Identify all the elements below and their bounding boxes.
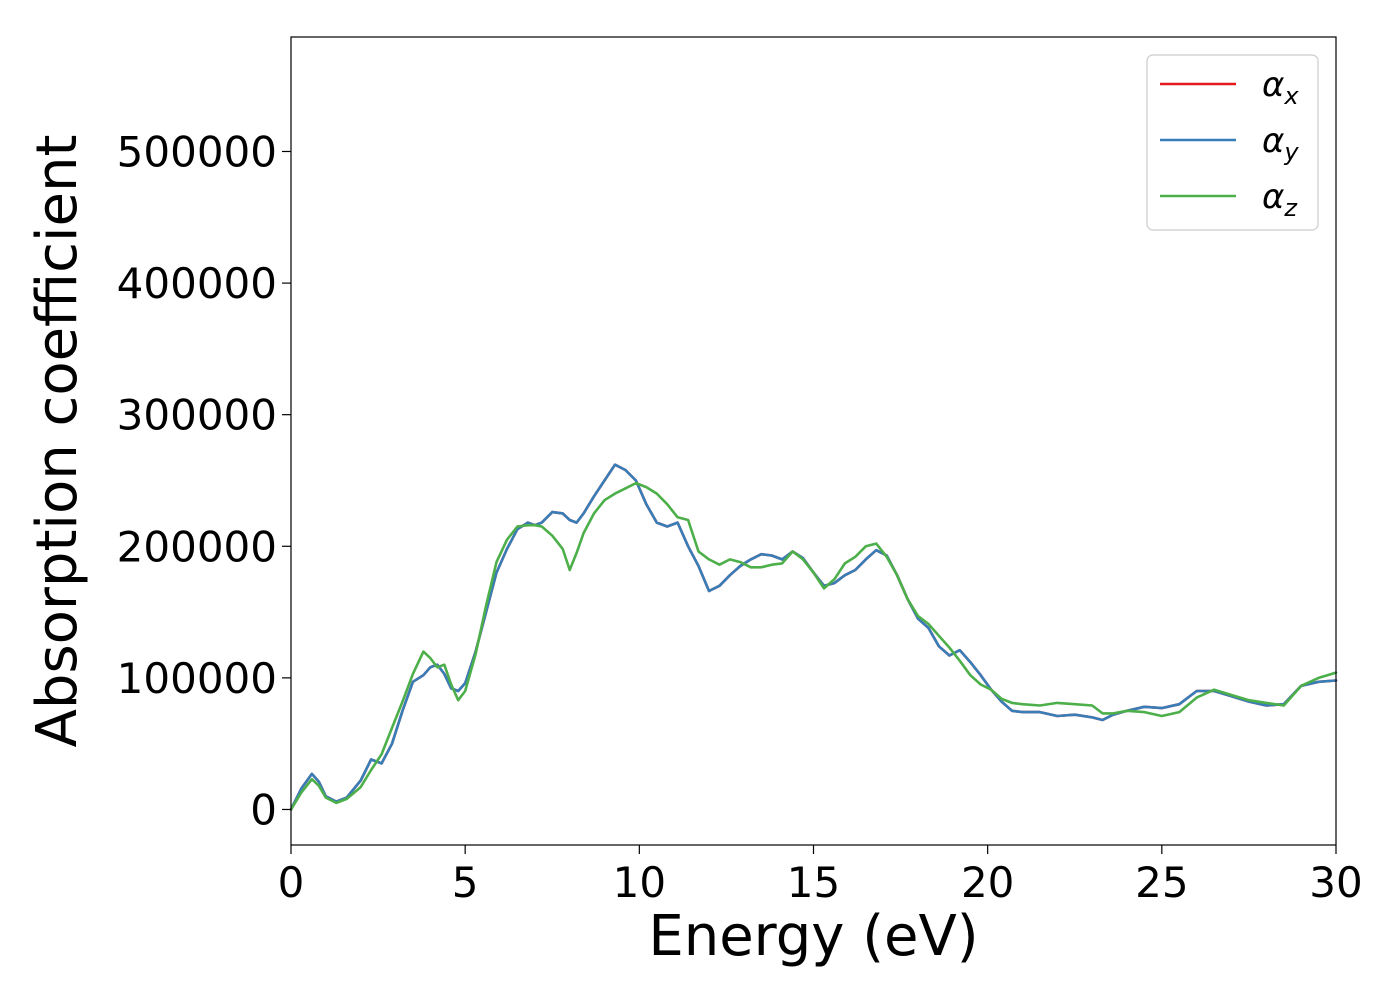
x-tick-label: 10 <box>613 858 666 907</box>
x-axis-ticks: 0 5 10 15 20 25 30 <box>278 845 1363 907</box>
x-tick-label: 0 <box>278 858 305 907</box>
legend-box <box>1146 54 1319 231</box>
y-tick-label: 200000 <box>117 522 277 571</box>
y-tick-label: 100000 <box>117 654 277 703</box>
series-line-y <box>289 463 1338 811</box>
x-axis-label: Energy (eV) <box>648 904 978 969</box>
x-tick-label: 20 <box>961 858 1014 907</box>
legend-label-z: αz <box>1262 177 1298 222</box>
legend-label-y: αy <box>1262 121 1299 166</box>
x-tick-label: 15 <box>787 858 840 907</box>
series-line-z <box>289 481 1338 811</box>
y-axis-ticks: 0 100000 200000 300000 400000 500000 <box>117 127 291 834</box>
legend: αx αy αz <box>1146 54 1319 231</box>
x-tick-label: 5 <box>452 858 479 907</box>
x-tick-label: 25 <box>1135 858 1188 907</box>
y-tick-label: 500000 <box>117 127 277 176</box>
y-tick-label: 400000 <box>117 259 277 308</box>
x-tick-label: 30 <box>1309 858 1362 907</box>
plot-series <box>289 463 1338 811</box>
legend-label-x: αx <box>1262 65 1299 110</box>
y-axis-label: Absorption coefficient <box>25 135 90 748</box>
y-tick-label: 300000 <box>117 391 277 440</box>
y-tick-label: 0 <box>250 785 277 834</box>
